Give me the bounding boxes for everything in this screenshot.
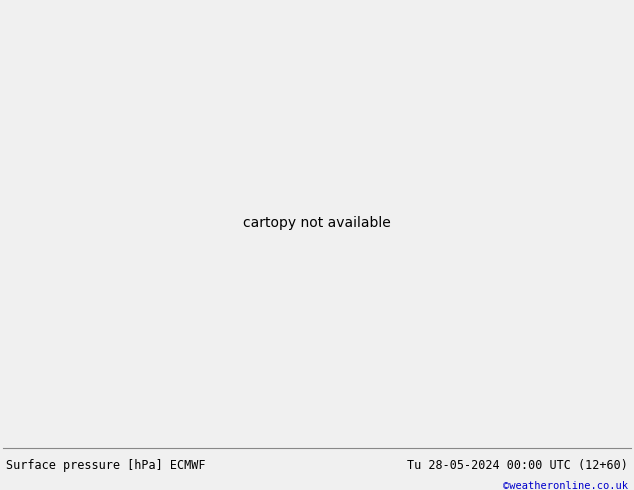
Text: ©weatheronline.co.uk: ©weatheronline.co.uk xyxy=(503,481,628,490)
Text: Tu 28-05-2024 00:00 UTC (12+60): Tu 28-05-2024 00:00 UTC (12+60) xyxy=(407,459,628,472)
Text: Surface pressure [hPa] ECMWF: Surface pressure [hPa] ECMWF xyxy=(6,459,206,472)
Text: cartopy not available: cartopy not available xyxy=(243,216,391,230)
